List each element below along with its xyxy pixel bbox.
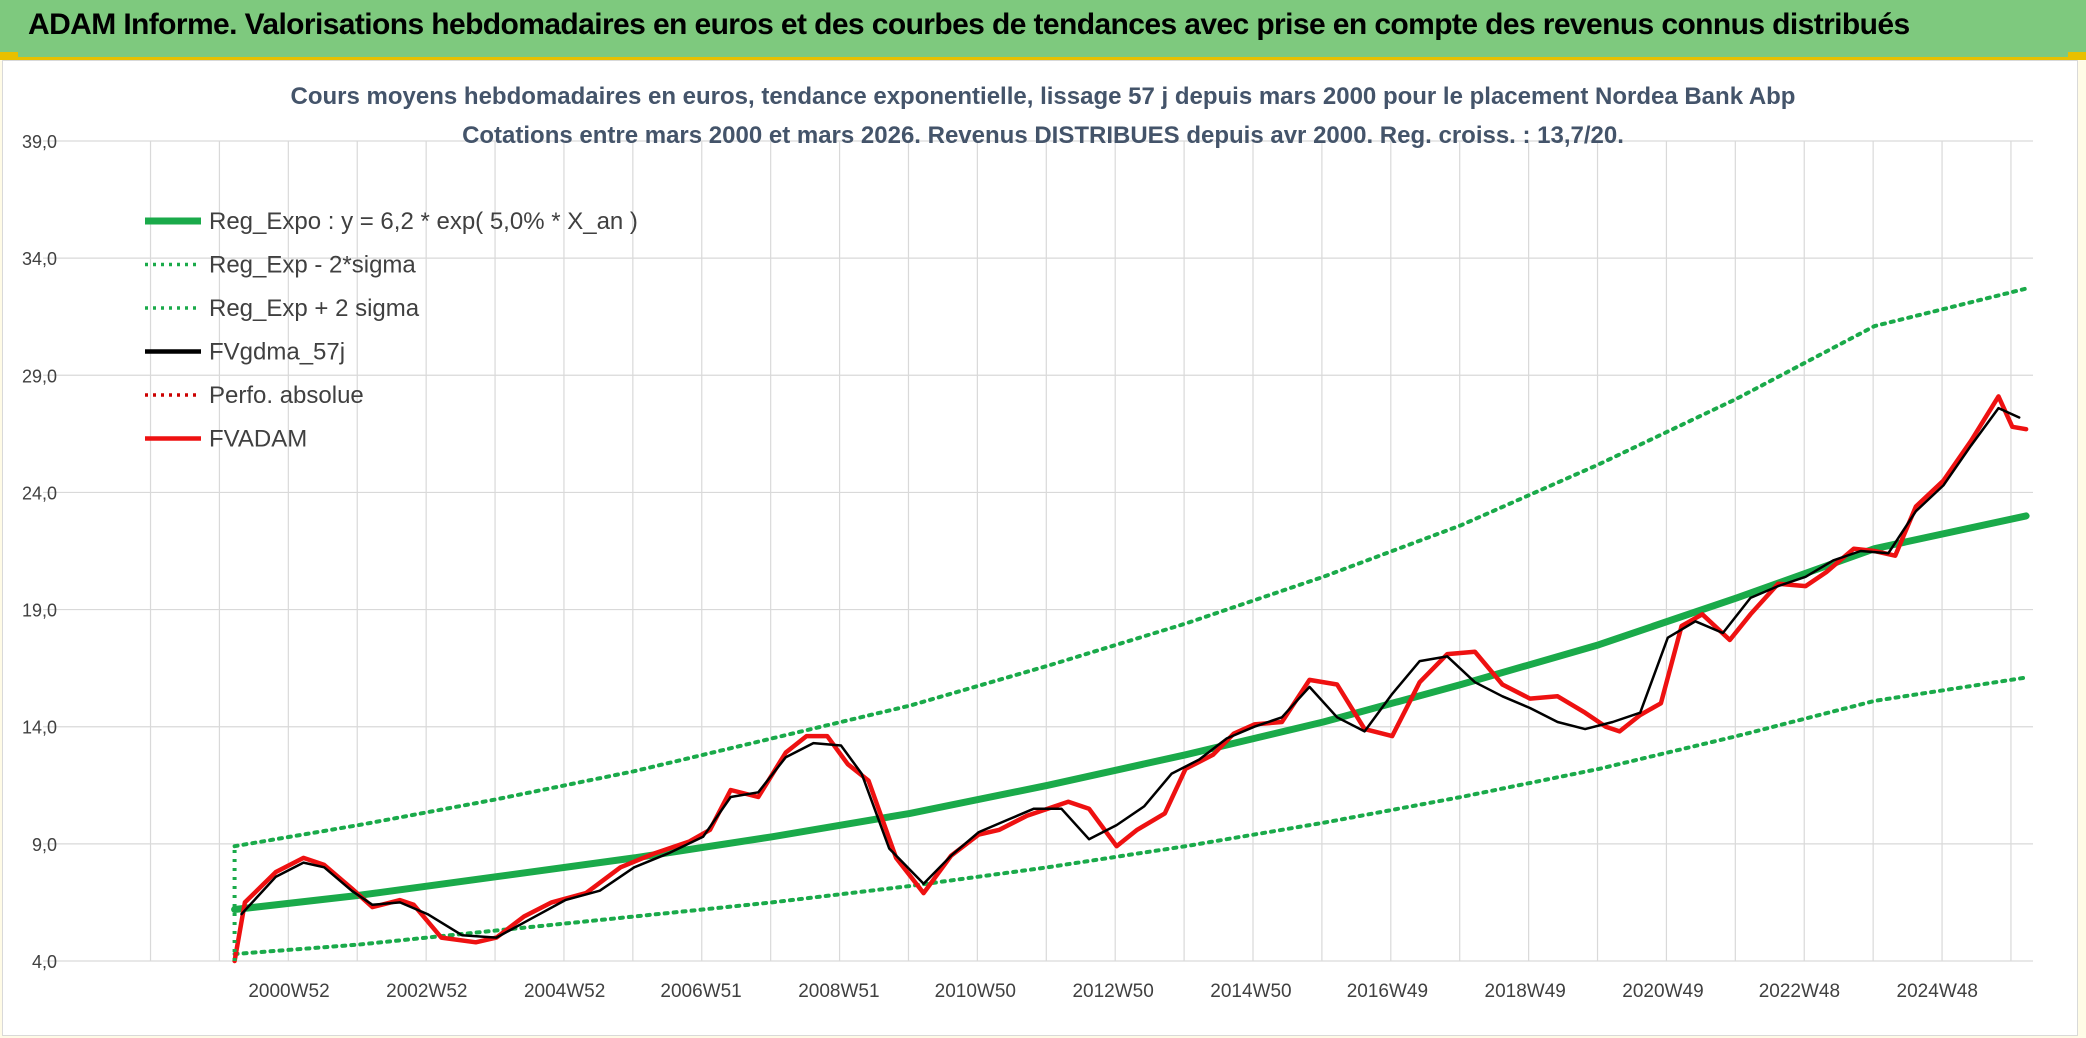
x-tick-label: 2016W49 — [1347, 981, 1428, 1002]
series-reg-expo — [231, 512, 2030, 913]
report-title: ADAM Informe. Valorisations hebdomadaire… — [28, 8, 1910, 41]
chart-area: 4,0 9,0 14,0 19,0 24,0 29,0 34,0 39,0 2000W52 200… — [2, 60, 2078, 1036]
y-tick-label: 19,0 — [22, 601, 57, 621]
x-tick-label: 2000W52 — [248, 981, 329, 1002]
legend-label: Perfo. absolue — [209, 382, 364, 409]
banner-corner-left — [0, 52, 18, 60]
axis-layer: 4,0 9,0 14,0 19,0 24,0 29,0 34,0 39,0 2000W52 200… — [22, 132, 1978, 1002]
x-tick-label: 2022W48 — [1759, 981, 1840, 1002]
x-tick-label: 2006W51 — [660, 981, 741, 1002]
legend-label: Reg_Exp - 2*sigma — [209, 252, 416, 279]
x-tick-label: 2012W50 — [1072, 981, 1153, 1002]
series-fvadam — [232, 394, 2029, 964]
x-tick-label: 2002W52 — [386, 981, 467, 1002]
x-tick-label: 2014W50 — [1210, 981, 1291, 1002]
legend: Reg_Expo : y = 6,2 * exp( 5,0% * X_an ) R… — [145, 208, 638, 453]
banner-corner-right — [2068, 52, 2086, 60]
legend-label: FVADAM — [209, 426, 307, 453]
x-tick-label: 2024W48 — [1897, 981, 1978, 1002]
legend-label: FVgdma_57j — [209, 339, 345, 366]
x-tick-label: 2004W52 — [524, 981, 605, 1002]
chart-svg: 4,0 9,0 14,0 19,0 24,0 29,0 34,0 39,0 2000W52 200… — [22, 83, 2033, 1002]
y-tick-label: 4,0 — [32, 952, 57, 972]
y-tick-label: 34,0 — [22, 249, 57, 269]
y-tick-label: 29,0 — [22, 366, 57, 386]
chart-title: Cours moyens hebdomadaires en euros, ten… — [291, 83, 1796, 110]
series-fvgdma-57j — [240, 406, 2021, 939]
x-tick-label: 2020W49 — [1622, 981, 1703, 1002]
legend-label: Reg_Exp + 2 sigma — [209, 295, 420, 322]
report-banner: ADAM Informe. Valorisations hebdomadaire… — [0, 0, 2086, 60]
y-tick-label: 24,0 — [22, 483, 57, 503]
x-tick-label: 2018W49 — [1485, 981, 1566, 1002]
chart-subtitle: Cotations entre mars 2000 et mars 2026. … — [462, 122, 1624, 149]
y-tick-label: 9,0 — [32, 835, 57, 855]
y-tick-label: 14,0 — [22, 718, 57, 738]
series-reg-exp-minus-2sigma — [232, 675, 2029, 956]
legend-label: Reg_Expo : y = 6,2 * exp( 5,0% * X_an ) — [209, 208, 638, 235]
series-layer — [231, 286, 2030, 964]
grid-layer — [43, 140, 2033, 962]
series-reg-exp-plus-2sigma — [232, 286, 2029, 849]
y-tick-label: 39,0 — [22, 132, 57, 152]
x-tick-label: 2008W51 — [798, 981, 879, 1002]
x-tick-label: 2010W50 — [935, 981, 1016, 1002]
